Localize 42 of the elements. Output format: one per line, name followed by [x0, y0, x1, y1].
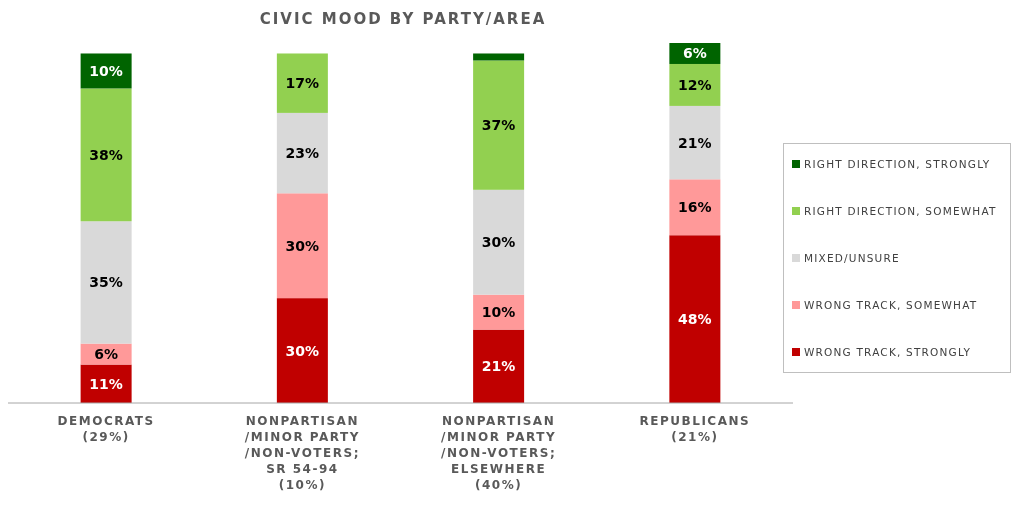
legend-label: RIGHT DIRECTION, STRONGLY: [803, 158, 992, 170]
data-label: 16%: [678, 199, 712, 216]
legend-label: WRONG TRACK, STRONGLY: [803, 346, 973, 358]
x-tick-label: NONPARTISAN /MINOR PARTY /NON-VOTERS; ELSEWHERE (40%): [441, 414, 557, 492]
data-label: 10%: [481, 304, 516, 321]
data-label: 21%: [678, 134, 712, 151]
bar: [276, 53, 328, 113]
data-label: 30%: [285, 342, 320, 359]
x-tick-label: REPUBLICANS (21%): [639, 414, 751, 444]
data-label: 12%: [678, 76, 712, 93]
bar: [473, 189, 525, 295]
data-label: 10%: [89, 62, 123, 79]
bar: [669, 235, 721, 403]
legend-label: RIGHT DIRECTION, SOMEWHAT: [803, 205, 998, 217]
data-label: 6%: [682, 45, 707, 62]
bar: [473, 53, 525, 61]
data-label: 30%: [285, 237, 320, 254]
bar: [669, 179, 721, 236]
bar: [473, 60, 525, 190]
bar: [473, 329, 525, 403]
bar: [276, 112, 328, 194]
data-label: 11%: [89, 375, 123, 392]
data-label: 35%: [89, 274, 123, 291]
bar: [669, 63, 721, 106]
data-label: 30%: [481, 234, 516, 251]
data-label: 17%: [285, 75, 320, 92]
bar: [80, 221, 132, 344]
bar: [276, 298, 328, 403]
legend-label: MIXED/UNSURE: [803, 252, 901, 264]
x-tick-label: DEMOCRATS (29%): [57, 414, 155, 444]
data-label: 48%: [678, 311, 712, 328]
data-label: 38%: [89, 146, 123, 163]
chart-title: CIVIC MOOD BY PARTY/AREA: [258, 10, 548, 28]
data-label: 37%: [481, 117, 516, 134]
x-tick-label: NONPARTISAN /MINOR PARTY /NON-VOTERS; SR 54-94 (10%): [244, 414, 360, 492]
data-label: 6%: [94, 346, 118, 363]
data-label: 23%: [285, 145, 320, 162]
bar: [276, 193, 328, 299]
bar: [669, 105, 721, 180]
bar: [80, 88, 132, 222]
legend-label: WRONG TRACK, SOMEWHAT: [803, 299, 979, 311]
data-label: 21%: [481, 358, 516, 375]
